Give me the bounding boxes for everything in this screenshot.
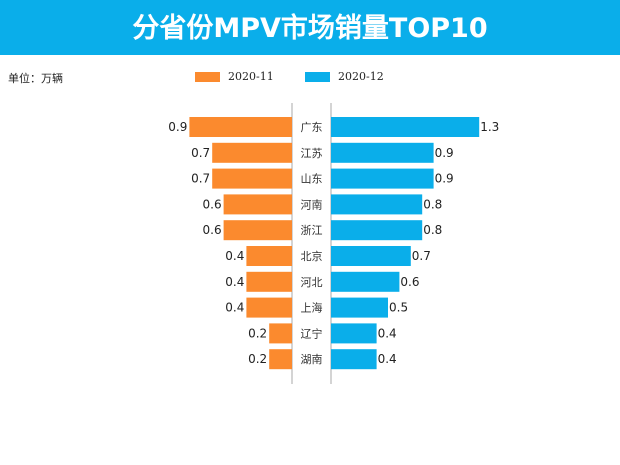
unit-label: 单位：万辆: [8, 72, 63, 85]
data-label: 0.9: [168, 120, 187, 134]
bar-2020-12: [331, 168, 434, 189]
category-label: 浙江: [301, 224, 323, 237]
category-label: 山东: [301, 173, 323, 186]
legend-label: 2020-11: [228, 70, 274, 83]
chart-title: 分省份MPV市场销量TOP10: [0, 0, 620, 55]
data-label: 0.6: [203, 197, 222, 211]
data-label: 0.9: [435, 146, 454, 160]
data-label: 0.5: [389, 301, 408, 315]
legend-item-2020-12: 2020-12: [305, 70, 384, 83]
bar-2020-12: [331, 194, 423, 215]
bar-2020-12: [331, 142, 434, 163]
data-label: 0.4: [225, 275, 244, 289]
data-label: 0.6: [400, 275, 419, 289]
bar-2020-11: [246, 297, 292, 318]
bar-2020-12: [331, 349, 377, 370]
data-label: 0.7: [412, 249, 431, 263]
bar-2020-11: [246, 271, 292, 292]
legend-item-2020-11: 2020-11: [195, 70, 274, 83]
bar-2020-11: [269, 349, 292, 370]
bar-2020-11: [223, 220, 292, 241]
data-label: 0.4: [225, 249, 244, 263]
bar-2020-11: [212, 142, 292, 163]
data-label: 0.7: [191, 146, 210, 160]
category-label: 河南: [301, 198, 323, 211]
data-label: 1.3: [480, 120, 499, 134]
data-label: 0.8: [423, 197, 442, 211]
legend-label: 2020-12: [338, 70, 384, 83]
category-label: 河北: [301, 276, 323, 289]
category-label: 湖南: [301, 353, 323, 366]
category-label: 北京: [301, 249, 323, 263]
bar-2020-12: [331, 117, 480, 137]
legend-swatch: [305, 71, 330, 82]
category-label: 上海: [301, 301, 323, 315]
data-label: 0.8: [423, 223, 442, 237]
bar-2020-11: [212, 168, 292, 189]
category-label: 广东: [301, 121, 323, 134]
data-label: 0.9: [435, 172, 454, 186]
bar-2020-11: [269, 323, 292, 344]
bar-2020-11: [189, 117, 292, 137]
data-label: 0.2: [248, 326, 267, 340]
bar-2020-12: [331, 246, 411, 266]
bar-2020-12: [331, 323, 377, 344]
data-label: 0.4: [378, 352, 397, 366]
data-label: 0.4: [378, 326, 397, 340]
data-label: 0.6: [203, 223, 222, 237]
bar-2020-12: [331, 271, 400, 292]
bar-2020-12: [331, 297, 388, 318]
legend-swatch: [195, 71, 220, 82]
bar-2020-12: [331, 220, 423, 241]
data-label: 0.4: [225, 301, 244, 315]
bar-2020-11: [246, 246, 292, 266]
category-label: 辽宁: [301, 326, 323, 340]
data-label: 0.7: [191, 172, 210, 186]
data-label: 0.2: [248, 352, 267, 366]
bar-2020-11: [223, 194, 292, 215]
category-label: 江苏: [301, 147, 323, 160]
